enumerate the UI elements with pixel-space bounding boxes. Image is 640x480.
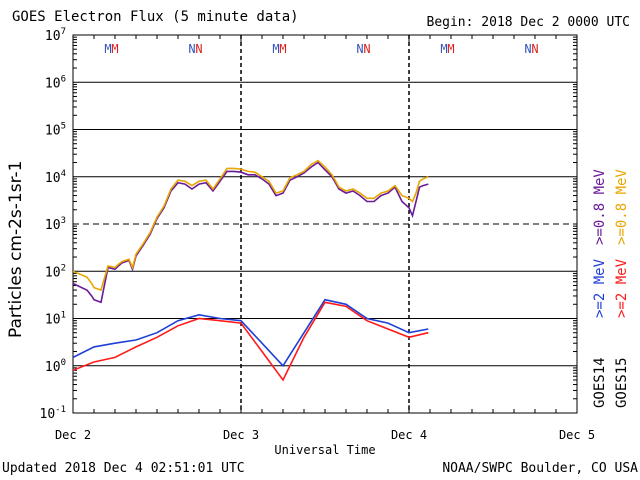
begin-date: Begin: 2018 Dec 2 0000 UTC bbox=[426, 15, 631, 30]
series-line-goes15-0-8-mev bbox=[73, 159, 429, 292]
x-tick-label: Dec 3 bbox=[223, 428, 259, 442]
top-marker-label: M bbox=[111, 42, 118, 56]
y-tick-label: 105 bbox=[45, 122, 66, 139]
series-line-goes15-2-mev bbox=[73, 301, 429, 382]
y-tick-label: 101 bbox=[45, 311, 66, 328]
legend-g15-high-energy: >=0.8 MeV bbox=[614, 169, 630, 245]
top-marker-label: M bbox=[272, 42, 279, 56]
chart-title: GOES Electron Flux (5 minute data) bbox=[12, 9, 299, 25]
y-tick-label: 107 bbox=[45, 27, 66, 44]
top-marker-label: M bbox=[104, 42, 111, 56]
noaa-credit: NOAA/SWPC Boulder, CO USA bbox=[442, 461, 638, 476]
legend-goes15-label: GOES15 bbox=[614, 357, 630, 408]
y-tick-label: 106 bbox=[45, 74, 66, 91]
y-tick-label: 103 bbox=[45, 216, 66, 233]
y-axis-label: Particles cm-2s-1sr-1 bbox=[6, 161, 26, 338]
x-tick-label: Dec 5 bbox=[559, 428, 595, 442]
top-marker-label: M bbox=[279, 42, 286, 56]
top-marker-label: N bbox=[188, 42, 195, 56]
legend-g15-low-energy: >=2 MeV bbox=[614, 258, 630, 318]
y-axis-label-text: Particles cm-2s-1sr-1 bbox=[6, 160, 26, 338]
y-tick-label: 104 bbox=[45, 169, 66, 186]
legend-g14-high-energy: >=0.8 MeV bbox=[592, 169, 608, 245]
y-tick-label: 10-1 bbox=[40, 405, 67, 422]
updated-timestamp: Updated 2018 Dec 4 02:51:01 UTC bbox=[2, 461, 245, 476]
top-marker-label: M bbox=[447, 42, 454, 56]
legend-g14-low-energy: >=2 MeV bbox=[592, 258, 608, 318]
y-tick-label: 102 bbox=[45, 263, 66, 280]
x-tick-label: Dec 4 bbox=[391, 428, 427, 442]
top-marker-label: N bbox=[531, 42, 538, 56]
top-marker-label: M bbox=[440, 42, 447, 56]
top-marker-label: N bbox=[195, 42, 202, 56]
y-tick-label: 100 bbox=[45, 358, 66, 375]
x-axis-title: Universal Time bbox=[274, 443, 375, 457]
x-tick-label: Dec 2 bbox=[55, 428, 91, 442]
top-marker-label: N bbox=[524, 42, 531, 56]
legend-goes14-label: GOES14 bbox=[592, 357, 608, 408]
series-line-goes14-2-mev bbox=[73, 298, 429, 368]
top-marker-label: N bbox=[363, 42, 370, 56]
top-marker-label: N bbox=[356, 42, 363, 56]
